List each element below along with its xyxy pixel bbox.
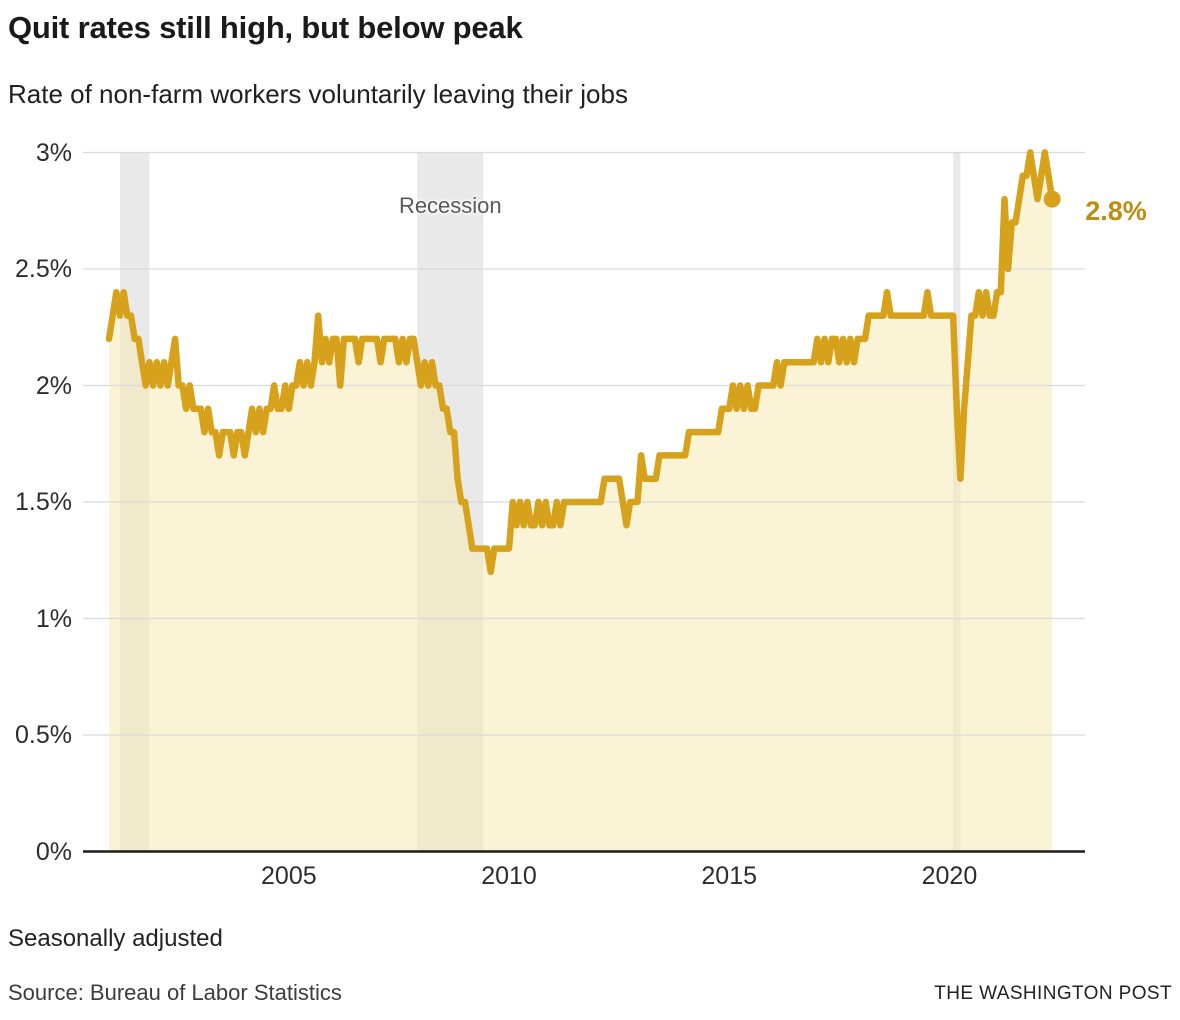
- quits-line: [105, 149, 1056, 576]
- latest-value-label: 2.8%: [1085, 196, 1147, 227]
- chart-subtitle: Rate of non-farm workers voluntarily lea…: [8, 79, 628, 109]
- x-axis-tick-label: 2020: [921, 862, 978, 890]
- publisher-credit: THE WASHINGTON POST: [934, 983, 1172, 1004]
- gridlines: [83, 151, 1085, 736]
- y-axis-tick-label: 1%: [35, 604, 72, 633]
- y-axis-tick-label: 0%: [35, 837, 72, 866]
- y-axis-tick-label: 3%: [35, 138, 72, 167]
- recession-annotation: Recession: [398, 193, 502, 218]
- chart-title: Quit rates still high, but below peak: [8, 10, 523, 45]
- source-credit: Source: Bureau of Labor Statistics: [8, 980, 342, 1005]
- latest-point-marker: [1043, 190, 1061, 208]
- x-axis-tick-label: 2010: [481, 862, 537, 890]
- y-axis-tick-label: 2.5%: [15, 255, 72, 283]
- x-axis-tick-label: 2005: [261, 862, 317, 890]
- y-axis-tick-label: 0.5%: [15, 721, 72, 749]
- quits-rate-chart: [83, 149, 1085, 853]
- y-axis-tick-label: 1.5%: [15, 488, 72, 516]
- y-axis-tick-label: 2%: [35, 371, 72, 400]
- seasonally-adjusted-note: Seasonally adjusted: [8, 925, 223, 952]
- x-axis-tick-label: 2015: [701, 862, 758, 890]
